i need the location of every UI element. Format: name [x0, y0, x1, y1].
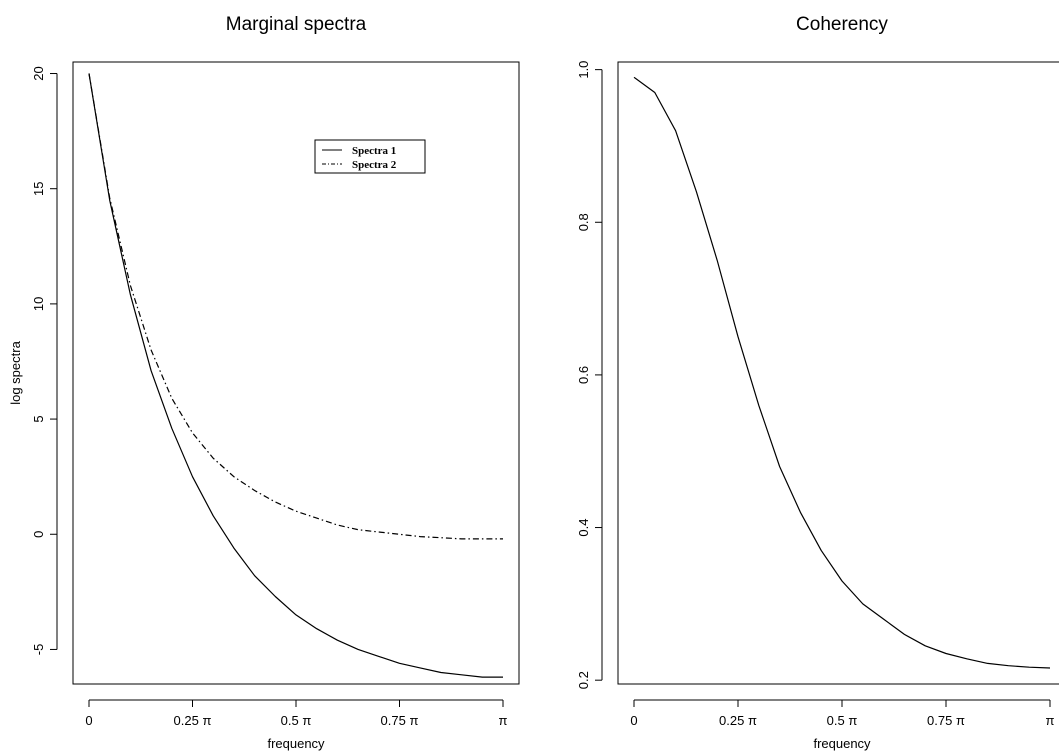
- x-tick-label: 0.5 π: [827, 713, 858, 728]
- x-ticks: 0 0.25 π 0.5 π 0.75 π π: [85, 699, 508, 728]
- chart-title: Marginal spectra: [226, 14, 367, 35]
- x-axis-label: frequency: [813, 736, 871, 751]
- plot-frame: [617, 61, 1059, 685]
- x-axis-label: frequency: [267, 736, 325, 751]
- x-ticks: 0 0.25 π 0.5 π 0.75 π π: [630, 699, 1055, 728]
- y-tick-label: 0.2: [576, 671, 591, 689]
- y-tick-label: -5: [31, 644, 46, 656]
- x-tick-label: 0: [630, 713, 637, 728]
- series-line-2: [88, 73, 503, 540]
- y-tick-label: 5: [31, 415, 46, 422]
- series-lines: [88, 73, 503, 678]
- x-tick-label: 0.5 π: [281, 713, 312, 728]
- x-tick-label: 0.75 π: [927, 713, 965, 728]
- series-line-1: [88, 73, 503, 678]
- y-axis-label: log spectra: [8, 340, 23, 404]
- x-tick-label: 0: [85, 713, 92, 728]
- x-tick-label: π: [1046, 713, 1055, 728]
- y-tick-label: 1.0: [576, 61, 591, 79]
- y-tick-label: 0: [31, 531, 46, 538]
- chart-title: Coherency: [796, 14, 888, 35]
- y-ticks: -5 0 5 10 15 20: [31, 66, 58, 656]
- legend-box: [314, 139, 426, 174]
- series-line-1: [633, 76, 1051, 669]
- y-tick-label: 20: [31, 66, 46, 80]
- x-tick-label: 0.25 π: [719, 713, 757, 728]
- y-ticks: 0.2 0.4 0.6 0.8 1.0: [576, 61, 603, 689]
- plot-frame: [72, 61, 520, 685]
- y-tick-label: 10: [31, 297, 46, 311]
- y-tick-label: 15: [31, 181, 46, 195]
- y-tick-label: 0.8: [576, 213, 591, 231]
- series-lines: [633, 76, 1051, 669]
- y-tick-label: 0.6: [576, 366, 591, 384]
- y-tick-label: 0.4: [576, 519, 591, 537]
- legend-label-spectra-2: Spectra 2: [352, 159, 397, 171]
- x-tick-label: 0.25 π: [174, 713, 212, 728]
- legend: Spectra 1 Spectra 2: [314, 139, 426, 174]
- x-tick-label: 0.75 π: [381, 713, 419, 728]
- panel-marginal-spectra: Marginal spectra frequency log spectra 0…: [8, 14, 520, 751]
- legend-label-spectra-1: Spectra 1: [352, 145, 396, 157]
- x-tick-label: π: [499, 713, 508, 728]
